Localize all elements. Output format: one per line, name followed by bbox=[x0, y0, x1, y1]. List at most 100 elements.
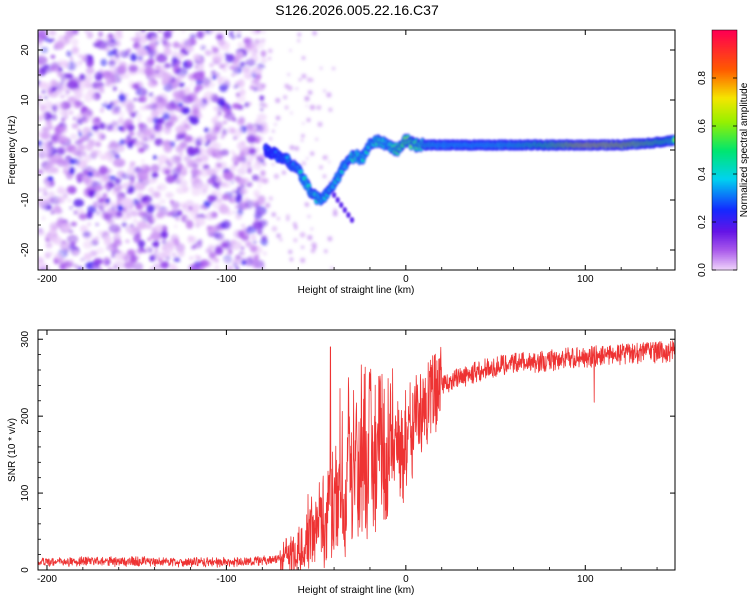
noise-blob bbox=[192, 53, 201, 61]
snr-x-ticks: -200 -100 0 100 bbox=[37, 330, 658, 585]
noise-blob bbox=[214, 265, 220, 270]
noise-dot bbox=[271, 212, 277, 217]
noise-blob bbox=[99, 154, 108, 160]
noise-blob bbox=[228, 54, 235, 59]
colorbar-cell bbox=[712, 48, 737, 51]
noise-blob bbox=[96, 40, 108, 50]
noise-blob bbox=[246, 123, 254, 131]
noise-blob bbox=[184, 166, 188, 170]
colorbar-cell bbox=[712, 60, 737, 63]
noise-blob bbox=[213, 166, 221, 174]
noise-blob bbox=[190, 83, 193, 87]
noise-blob bbox=[63, 168, 68, 174]
noise-blob bbox=[95, 185, 104, 191]
x-tick-label: 100 bbox=[577, 574, 594, 585]
noise-blob bbox=[257, 197, 265, 206]
spectrogram-content bbox=[38, 30, 675, 270]
noise-dot bbox=[265, 202, 271, 208]
noise-blob bbox=[247, 155, 254, 163]
noise-blob bbox=[161, 239, 167, 245]
noise-blob bbox=[105, 198, 111, 204]
noise-blob bbox=[200, 45, 206, 51]
colorbar-tick-label: 0.6 bbox=[697, 119, 708, 133]
noise-blob bbox=[222, 120, 228, 125]
noise-blob bbox=[123, 73, 130, 79]
noise-blob bbox=[66, 61, 77, 71]
noise-blob bbox=[59, 263, 67, 270]
noise-blob bbox=[254, 253, 260, 258]
noise-blob bbox=[262, 266, 266, 270]
noise-blob bbox=[245, 58, 256, 67]
noise-blob bbox=[218, 107, 224, 112]
noise-blob bbox=[153, 172, 159, 178]
noise-blob bbox=[245, 240, 252, 248]
noise-blob bbox=[217, 38, 226, 46]
noise-blob bbox=[196, 30, 205, 39]
colorbar-cell bbox=[712, 210, 737, 213]
noise-blob bbox=[47, 176, 54, 182]
noise-dot bbox=[301, 73, 307, 79]
noise-blob bbox=[45, 120, 52, 126]
noise-blob bbox=[155, 210, 166, 219]
noise-blob bbox=[78, 131, 83, 137]
colorbar-cell bbox=[712, 146, 737, 149]
noise-blob bbox=[86, 211, 93, 219]
y-tick-label: -20 bbox=[20, 242, 31, 257]
noise-blob bbox=[80, 101, 84, 107]
noise-blob bbox=[102, 256, 111, 267]
noise-blob bbox=[189, 256, 194, 261]
noise-blob bbox=[160, 261, 170, 269]
noise-blob bbox=[200, 77, 211, 86]
colorbar-cell bbox=[712, 68, 737, 71]
noise-dot bbox=[332, 66, 336, 71]
noise-blob bbox=[136, 113, 142, 118]
colorbar-cell bbox=[712, 216, 737, 219]
colorbar-cell bbox=[712, 158, 737, 161]
noise-blob bbox=[95, 72, 99, 76]
noise-blob bbox=[172, 41, 180, 49]
noise-blob bbox=[81, 135, 86, 140]
noise-blob bbox=[169, 209, 176, 216]
x-tick-label: -100 bbox=[216, 574, 236, 585]
colorbar-cell bbox=[712, 64, 737, 67]
colorbar-cell bbox=[712, 76, 737, 79]
noise-blob bbox=[69, 133, 78, 140]
noise-blob bbox=[195, 84, 204, 91]
snr-panel: -200 -100 0 100 0 100 200 300 Height of straig… bbox=[7, 329, 676, 596]
noise-blob bbox=[210, 70, 217, 76]
y-tick-label: 20 bbox=[20, 44, 31, 56]
colorbar-cell bbox=[712, 248, 737, 251]
noise-blob bbox=[38, 70, 43, 76]
noise-dot bbox=[311, 242, 317, 248]
colorbar-cell bbox=[712, 202, 737, 205]
noise-blob bbox=[72, 103, 77, 109]
colorbar-cell bbox=[712, 250, 737, 253]
noise-blob bbox=[98, 176, 106, 184]
noise-blob bbox=[190, 79, 196, 83]
noise-blob bbox=[143, 180, 148, 184]
noise-blob bbox=[256, 63, 265, 70]
colorbar-frame bbox=[711, 29, 738, 271]
noise-blob bbox=[88, 190, 96, 198]
noise-blob bbox=[139, 247, 145, 252]
noise-blob bbox=[57, 196, 66, 204]
colorbar-cell bbox=[712, 80, 737, 83]
noise-blob bbox=[116, 250, 127, 261]
noise-blob bbox=[87, 131, 94, 137]
noise-blob bbox=[161, 243, 175, 253]
noise-dot bbox=[302, 122, 305, 125]
noise-blob bbox=[40, 112, 47, 120]
noise-blob bbox=[177, 52, 185, 59]
noise-blob bbox=[162, 112, 171, 121]
colorbar-cell bbox=[712, 196, 737, 199]
noise-blob bbox=[72, 249, 79, 256]
chart-title: S126.2026.005.22.16.C37 bbox=[275, 2, 439, 18]
noise-blob bbox=[209, 201, 213, 205]
noise-blob bbox=[106, 168, 114, 174]
noise-blob bbox=[167, 157, 175, 166]
noise-blob bbox=[225, 112, 235, 121]
noise-blob bbox=[96, 247, 105, 255]
colorbar-cell bbox=[712, 86, 737, 89]
noise-blob bbox=[38, 40, 43, 48]
